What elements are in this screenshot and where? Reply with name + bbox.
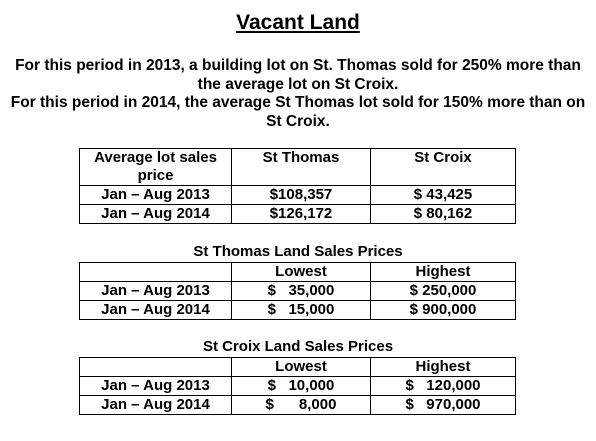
table-row: Jan – Aug 2013 $ 10,000 $ 120,000 <box>79 376 516 396</box>
column-header: Highest <box>370 357 516 377</box>
table-cell: $ 8,000 <box>231 395 371 415</box>
intro-paragraph-2014: For this period in 2014, the average St … <box>10 94 586 130</box>
column-header: St Croix <box>370 148 516 186</box>
table-cell: $ 80,162 <box>370 204 516 224</box>
table-row: Jan – Aug 2013 $108,357 $ 43,425 <box>79 185 516 205</box>
table-cell: $ 120,000 <box>370 376 516 396</box>
table-row: Jan – Aug 2014 $ 8,000 $ 970,000 <box>79 395 516 415</box>
st-thomas-price-table: Lowest Highest Jan – Aug 2013 $ 35,000 $… <box>79 262 516 320</box>
st-croix-table-title: St Croix Land Sales Prices <box>202 338 394 355</box>
table-cell: Jan – Aug 2013 <box>79 281 232 301</box>
table-cell: Jan – Aug 2013 <box>79 185 232 205</box>
table-cell: Jan – Aug 2014 <box>79 395 232 415</box>
column-header: Lowest <box>231 357 371 377</box>
column-header <box>79 262 232 282</box>
table-row: Jan – Aug 2013 $ 35,000 $ 250,000 <box>79 281 516 301</box>
table-cell: $108,357 <box>231 185 371 205</box>
column-header <box>79 357 232 377</box>
table-cell: $ 15,000 <box>231 300 371 320</box>
table-header-row: Average lot sales price St Thomas St Cro… <box>79 148 516 186</box>
table-cell: $ 970,000 <box>370 395 516 415</box>
page-title: Vacant Land <box>236 11 360 34</box>
table-cell: Jan – Aug 2014 <box>79 204 232 224</box>
st-croix-price-table: Lowest Highest Jan – Aug 2013 $ 10,000 $… <box>79 357 516 415</box>
table-cell: Jan – Aug 2014 <box>79 300 232 320</box>
table-row: Jan – Aug 2014 $126,172 $ 80,162 <box>79 204 516 224</box>
table-row: Jan – Aug 2014 $ 15,000 $ 900,000 <box>79 300 516 320</box>
column-header: St Thomas <box>231 148 371 186</box>
column-header: Highest <box>370 262 516 282</box>
table-cell: $ 10,000 <box>231 376 371 396</box>
table-cell: $ 900,000 <box>370 300 516 320</box>
column-header: Lowest <box>231 262 371 282</box>
table-cell: $ 43,425 <box>370 185 516 205</box>
average-price-table: Average lot sales price St Thomas St Cro… <box>79 148 516 224</box>
column-header: Average lot sales price <box>79 148 232 186</box>
table-header-row: Lowest Highest <box>79 262 516 282</box>
table-cell: Jan – Aug 2013 <box>79 376 232 396</box>
intro-paragraph-2013: For this period in 2013, a building lot … <box>15 57 581 93</box>
table-cell: $126,172 <box>231 204 371 224</box>
table-cell: $ 35,000 <box>231 281 371 301</box>
table-cell: $ 250,000 <box>370 281 516 301</box>
intro-text: For this period in 2013, a building lot … <box>10 57 586 131</box>
table-header-row: Lowest Highest <box>79 357 516 377</box>
st-thomas-table-title: St Thomas Land Sales Prices <box>193 243 403 260</box>
